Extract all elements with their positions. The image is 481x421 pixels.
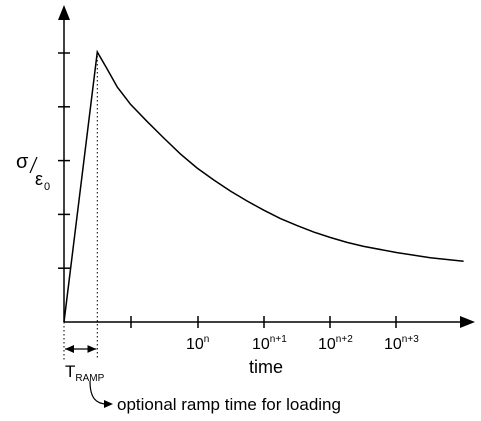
- x-tick-label: 10n: [186, 334, 209, 353]
- stress-relaxation-curve: [63, 49, 464, 323]
- ramp-label-subscript: RAMP: [75, 373, 104, 384]
- ramp-label-main: T: [65, 362, 75, 381]
- y-label-epsilon-subscript: 0: [44, 181, 50, 193]
- y-axis-arrow-icon: [58, 5, 70, 20]
- x-tick-label: 10n+2: [318, 334, 353, 353]
- y-label-epsilon: ε: [35, 169, 43, 189]
- ramp-label: TRAMP: [65, 362, 105, 384]
- x-axis-arrow-icon: [460, 316, 475, 328]
- y-label-slash: [29, 156, 38, 174]
- y-label-sigma: σ: [16, 151, 29, 173]
- x-tick-label: 10n+3: [384, 334, 419, 353]
- annotation-arrow-icon: [104, 400, 113, 408]
- x-tick-label: 10n+1: [252, 334, 287, 353]
- x-axis-label: time: [249, 357, 283, 377]
- ramp-annotation: optional ramp time for loading: [117, 395, 341, 414]
- y-axis-label: σ ε 0: [16, 151, 50, 193]
- x-ticks: 10n 10n+1 10n+2 10n+3: [130, 316, 419, 353]
- y-ticks: [58, 52, 70, 269]
- axes: [58, 5, 475, 328]
